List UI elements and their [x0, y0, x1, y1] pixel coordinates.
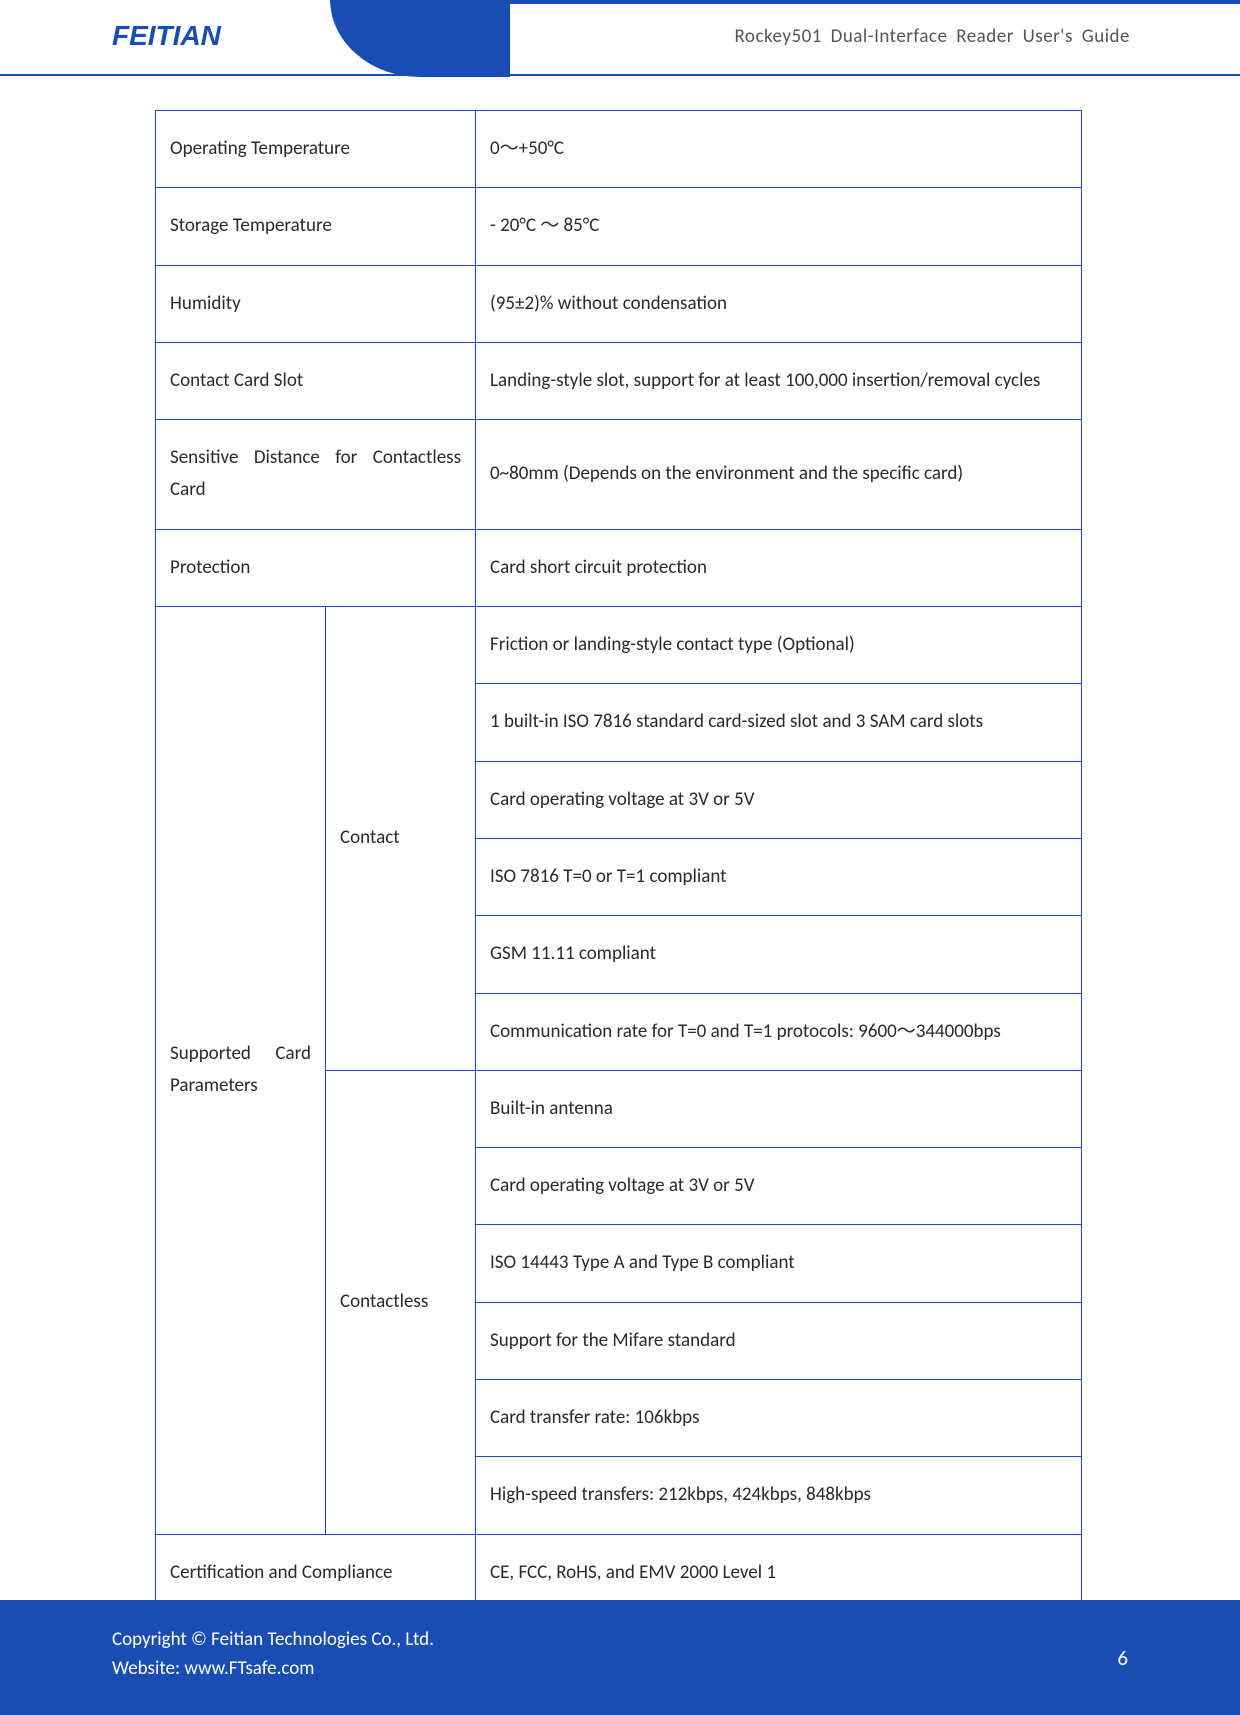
spec-value: Card transfer rate: 106kbps	[476, 1380, 1082, 1457]
spec-label: Protection	[156, 529, 476, 606]
spec-value: Card operating voltage at 3V or 5V	[476, 761, 1082, 838]
table-row: Supported Card Parameters Contact Fricti…	[156, 607, 1082, 684]
spec-supported-label: Supported Card Parameters	[156, 607, 326, 1535]
spec-value: Support for the Mifare standard	[476, 1302, 1082, 1379]
spec-label: Humidity	[156, 265, 476, 342]
table-row: Protection Card short circuit protection	[156, 529, 1082, 606]
page-number: 6	[1117, 1645, 1128, 1671]
spec-value: 0~80mm (Depends on the environment and t…	[476, 420, 1082, 530]
page: FEITIAN Rockey501 Dual-Interface Reader …	[0, 0, 1240, 1715]
spec-value: - 20°C ～ 85°C	[476, 188, 1082, 265]
spec-value: ISO 7816 T=0 or T=1 compliant	[476, 838, 1082, 915]
spec-contactless-label: Contactless	[326, 1070, 476, 1534]
table-row: Storage Temperature - 20°C ～ 85°C	[156, 188, 1082, 265]
spec-label: Operating Temperature	[156, 111, 476, 188]
spec-value: Landing-style slot, support for at least…	[476, 342, 1082, 419]
spec-value: ISO 14443 Type A and Type B compliant	[476, 1225, 1082, 1302]
header-swoop-decoration	[330, 0, 510, 77]
footer-copyright: Copyright © Feitian Technologies Co., Lt…	[112, 1628, 434, 1651]
spec-value: 0～+50°C	[476, 111, 1082, 188]
spec-value: High-speed transfers: 212kbps, 424kbps, …	[476, 1457, 1082, 1534]
spec-label: Contact Card Slot	[156, 342, 476, 419]
document-title: Rockey501 Dual-Interface Reader User's G…	[735, 25, 1131, 48]
table-row: Humidity (95±2)% without condensation	[156, 265, 1082, 342]
spec-value: Card short circuit protection	[476, 529, 1082, 606]
brand-logo: FEITIAN	[112, 20, 221, 52]
spec-label: Storage Temperature	[156, 188, 476, 265]
table-row: Sensitive Distance for Contactless Card …	[156, 420, 1082, 530]
table-row: Operating Temperature 0～+50°C	[156, 111, 1082, 188]
spec-contact-label: Contact	[326, 607, 476, 1071]
spec-value: (95±2)% without condensation	[476, 265, 1082, 342]
page-header: FEITIAN Rockey501 Dual-Interface Reader …	[0, 0, 1240, 76]
spec-value: GSM 11.11 compliant	[476, 916, 1082, 993]
spec-label: Sensitive Distance for Contactless Card	[156, 420, 476, 530]
spec-value: Communication rate for T=0 and T=1 proto…	[476, 993, 1082, 1070]
spec-table: Operating Temperature 0～+50°C Storage Te…	[155, 110, 1082, 1612]
footer-text: Copyright © Feitian Technologies Co., Lt…	[112, 1626, 434, 1683]
page-footer: Copyright © Feitian Technologies Co., Lt…	[0, 1600, 1240, 1715]
spec-value: Built-in antenna	[476, 1070, 1082, 1147]
spec-value: 1 built-in ISO 7816 standard card-sized …	[476, 684, 1082, 761]
spec-value: Friction or landing-style contact type (…	[476, 607, 1082, 684]
header-bar-decoration	[460, 0, 1240, 4]
spec-value: Card operating voltage at 3V or 5V	[476, 1148, 1082, 1225]
table-row: Contact Card Slot Landing-style slot, su…	[156, 342, 1082, 419]
footer-website: Website: www.FTsafe.com	[112, 1657, 314, 1680]
